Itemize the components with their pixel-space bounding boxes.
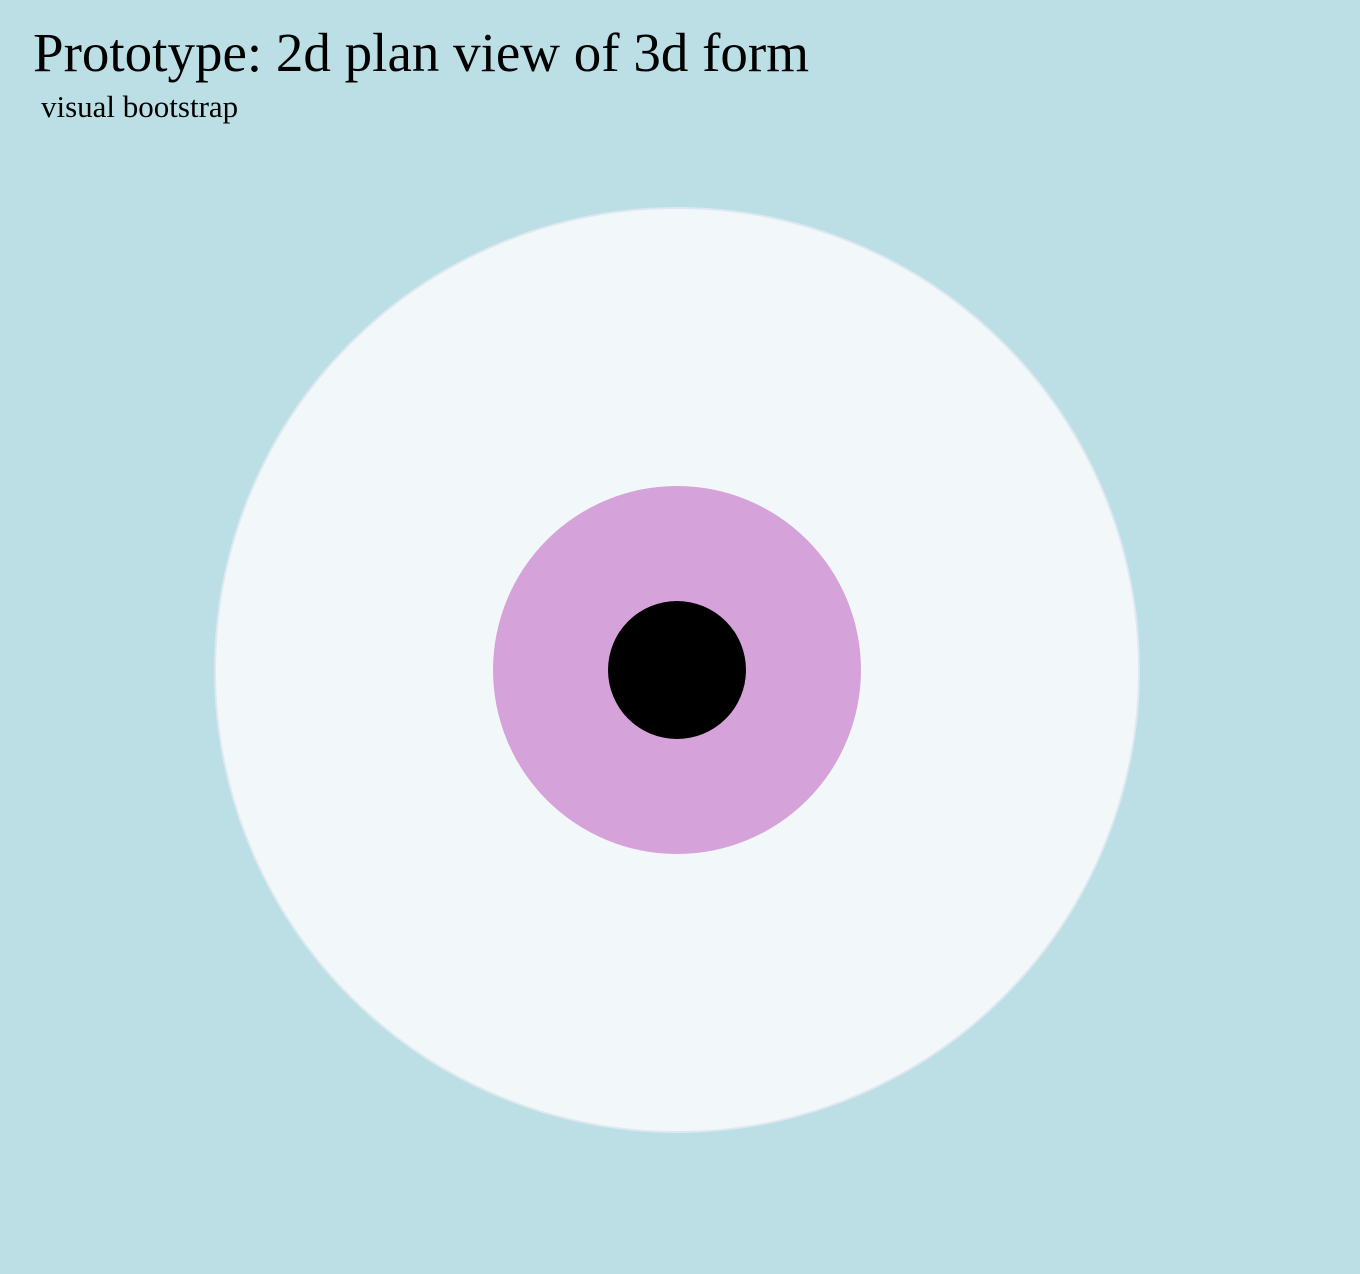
center-disc <box>608 601 746 739</box>
page-subtitle: visual bootstrap <box>41 89 239 124</box>
page-title: Prototype: 2d plan view of 3d form <box>33 22 809 83</box>
